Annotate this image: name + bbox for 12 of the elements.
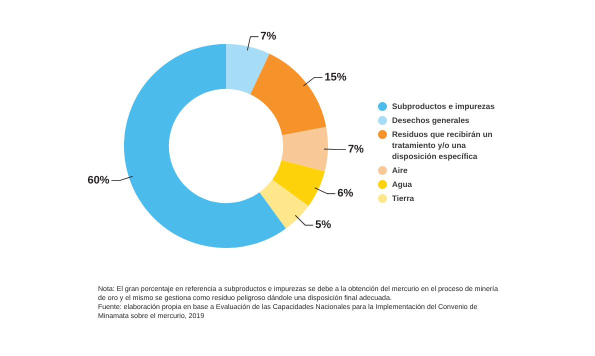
data-label: 6%: [337, 188, 354, 200]
data-label: 7%: [348, 144, 364, 156]
data-label: 5%: [315, 219, 332, 232]
data-label: 7%: [260, 30, 277, 43]
data-label: 60%: [87, 174, 110, 187]
legend-label: Agua: [392, 179, 412, 190]
legend-label: Aire: [392, 165, 408, 176]
legend-label: Tierra: [392, 193, 414, 204]
legend-label: Residuos que recibirán un tratamiento y/o una disposición específica: [392, 129, 494, 162]
legend-label: Desechos generales: [392, 115, 470, 126]
data-label: 15%: [324, 71, 347, 84]
legend-label: Subproductos e impurezas: [392, 101, 495, 112]
